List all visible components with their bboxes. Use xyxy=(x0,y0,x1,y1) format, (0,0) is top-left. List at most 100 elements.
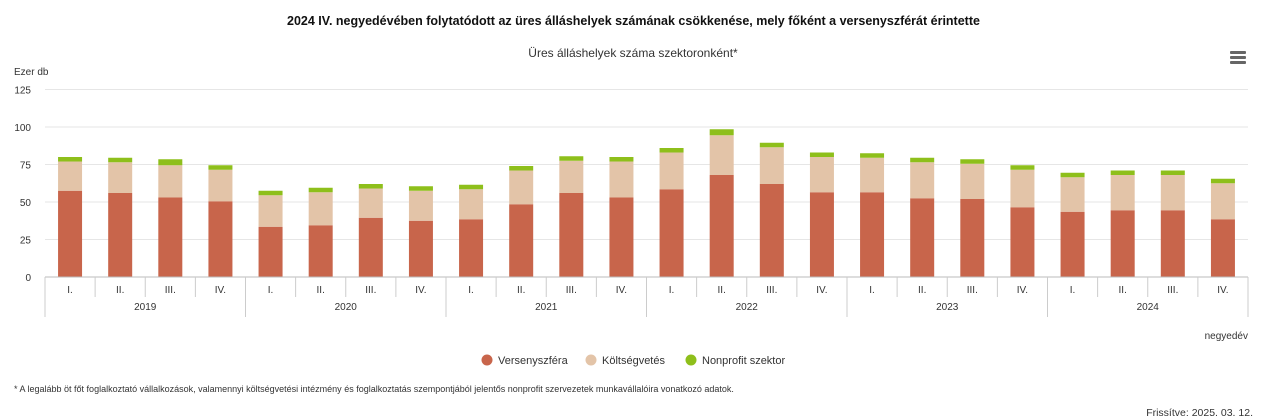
bar-segment xyxy=(709,175,734,277)
bar-segment xyxy=(408,190,433,221)
bar-segment xyxy=(1110,175,1135,211)
page-title: 2024 IV. negyedévében folytatódott az ür… xyxy=(287,14,980,28)
bar-segment xyxy=(1060,177,1085,212)
bar-segment xyxy=(408,186,433,191)
x-tick-label: IV. xyxy=(215,285,226,296)
bar-segment xyxy=(659,189,684,277)
bar-segment xyxy=(809,157,834,193)
group-label: 2022 xyxy=(736,302,759,313)
bar-segment xyxy=(809,152,834,157)
legend-marker xyxy=(481,354,493,366)
x-tick-label: IV. xyxy=(816,285,827,296)
bar-segment xyxy=(609,197,634,277)
bar-segment xyxy=(960,163,985,199)
bar-segment xyxy=(158,165,183,198)
legend-label: Versenyszféra xyxy=(498,355,569,367)
bar-segment xyxy=(1210,183,1235,220)
bar-segment xyxy=(659,148,684,153)
bar-segment xyxy=(1010,165,1035,170)
bar-segment xyxy=(860,157,885,193)
y-tick-label: 100 xyxy=(14,123,31,134)
bar-segment xyxy=(609,161,634,198)
y-tick-label: 75 xyxy=(20,161,32,172)
bar-segment xyxy=(1160,170,1185,175)
bar-segment xyxy=(208,169,233,202)
bar-segment xyxy=(960,199,985,277)
x-tick-label: II. xyxy=(517,285,525,296)
x-tick-label: IV. xyxy=(1017,285,1028,296)
bar-segment xyxy=(809,192,834,277)
bar-segment xyxy=(559,193,584,277)
bar-segment xyxy=(258,226,283,277)
bar-segment xyxy=(408,220,433,277)
bar-segment xyxy=(208,165,233,170)
bar-segment xyxy=(1160,175,1185,211)
bar-segment xyxy=(358,217,383,277)
bar-segment xyxy=(208,201,233,277)
bar-segment xyxy=(709,129,734,136)
bar-segment xyxy=(1060,172,1085,178)
bar-segment xyxy=(158,197,183,277)
y-tick-label: 0 xyxy=(25,273,31,284)
bar-segment xyxy=(1010,169,1035,208)
x-tick-label: II. xyxy=(116,285,124,296)
bar-segment xyxy=(709,135,734,175)
bar-segment xyxy=(659,152,684,190)
group-label: 2023 xyxy=(936,302,959,313)
bar-segment xyxy=(308,192,333,226)
x-tick-label: IV. xyxy=(616,285,627,296)
x-tick-label: III. xyxy=(766,285,777,296)
bar-segment xyxy=(58,161,83,191)
bar-segment xyxy=(509,204,534,277)
bar-segment xyxy=(910,198,935,277)
bar-segment xyxy=(559,160,584,193)
hamburger-menu-icon[interactable] xyxy=(1230,51,1246,64)
bar-segment xyxy=(1160,210,1185,277)
bar-segment xyxy=(459,219,484,277)
bar-segment xyxy=(459,189,484,220)
legend-label: Költségvetés xyxy=(602,355,665,367)
updated-date: Frissítve: 2025. 03. 12. xyxy=(1146,407,1253,419)
bar-segment xyxy=(108,157,133,163)
x-tick-label: I. xyxy=(869,285,875,296)
x-tick-label: III. xyxy=(566,285,577,296)
chart-title: Üres álláshelyek száma szektoronként* xyxy=(528,46,738,60)
legend-label: Nonprofit szektor xyxy=(702,355,785,367)
x-tick-label: II. xyxy=(317,285,325,296)
y-tick-label: 125 xyxy=(14,86,31,97)
bar-segment xyxy=(1060,211,1085,277)
bar-segment xyxy=(860,153,885,158)
y-tick-label: 50 xyxy=(20,198,32,209)
bar-segment xyxy=(1210,178,1235,184)
bar-segment xyxy=(759,184,784,277)
bar-segment xyxy=(1110,170,1135,175)
group-label: 2024 xyxy=(1137,302,1160,313)
bar-segment xyxy=(759,142,784,148)
footnote: * A legalább öt főt foglalkoztató vállal… xyxy=(14,384,734,394)
bar-segment xyxy=(459,184,484,190)
bar-segment xyxy=(308,187,333,193)
bar-segment xyxy=(609,157,634,162)
bar-segment xyxy=(258,195,283,227)
bar-segment xyxy=(1110,210,1135,277)
legend-marker xyxy=(685,354,697,366)
bar-segment xyxy=(509,166,534,171)
x-tick-label: IV. xyxy=(415,285,426,296)
x-axis-label: negyedév xyxy=(1205,331,1248,342)
bar-segment xyxy=(158,159,183,166)
x-tick-label: I. xyxy=(669,285,675,296)
legend-marker xyxy=(585,354,597,366)
x-tick-label: II. xyxy=(918,285,926,296)
bar-segment xyxy=(910,162,935,199)
bar-segment xyxy=(108,193,133,277)
x-tick-label: I. xyxy=(1070,285,1076,296)
bar-segment xyxy=(910,157,935,163)
x-tick-label: III. xyxy=(365,285,376,296)
x-tick-label: II. xyxy=(718,285,726,296)
x-tick-label: I. xyxy=(268,285,274,296)
bar-segment xyxy=(58,190,83,277)
bar-segment xyxy=(358,188,383,218)
group-label: 2020 xyxy=(335,302,358,313)
bar-segment xyxy=(1210,219,1235,277)
x-tick-label: II. xyxy=(1119,285,1127,296)
